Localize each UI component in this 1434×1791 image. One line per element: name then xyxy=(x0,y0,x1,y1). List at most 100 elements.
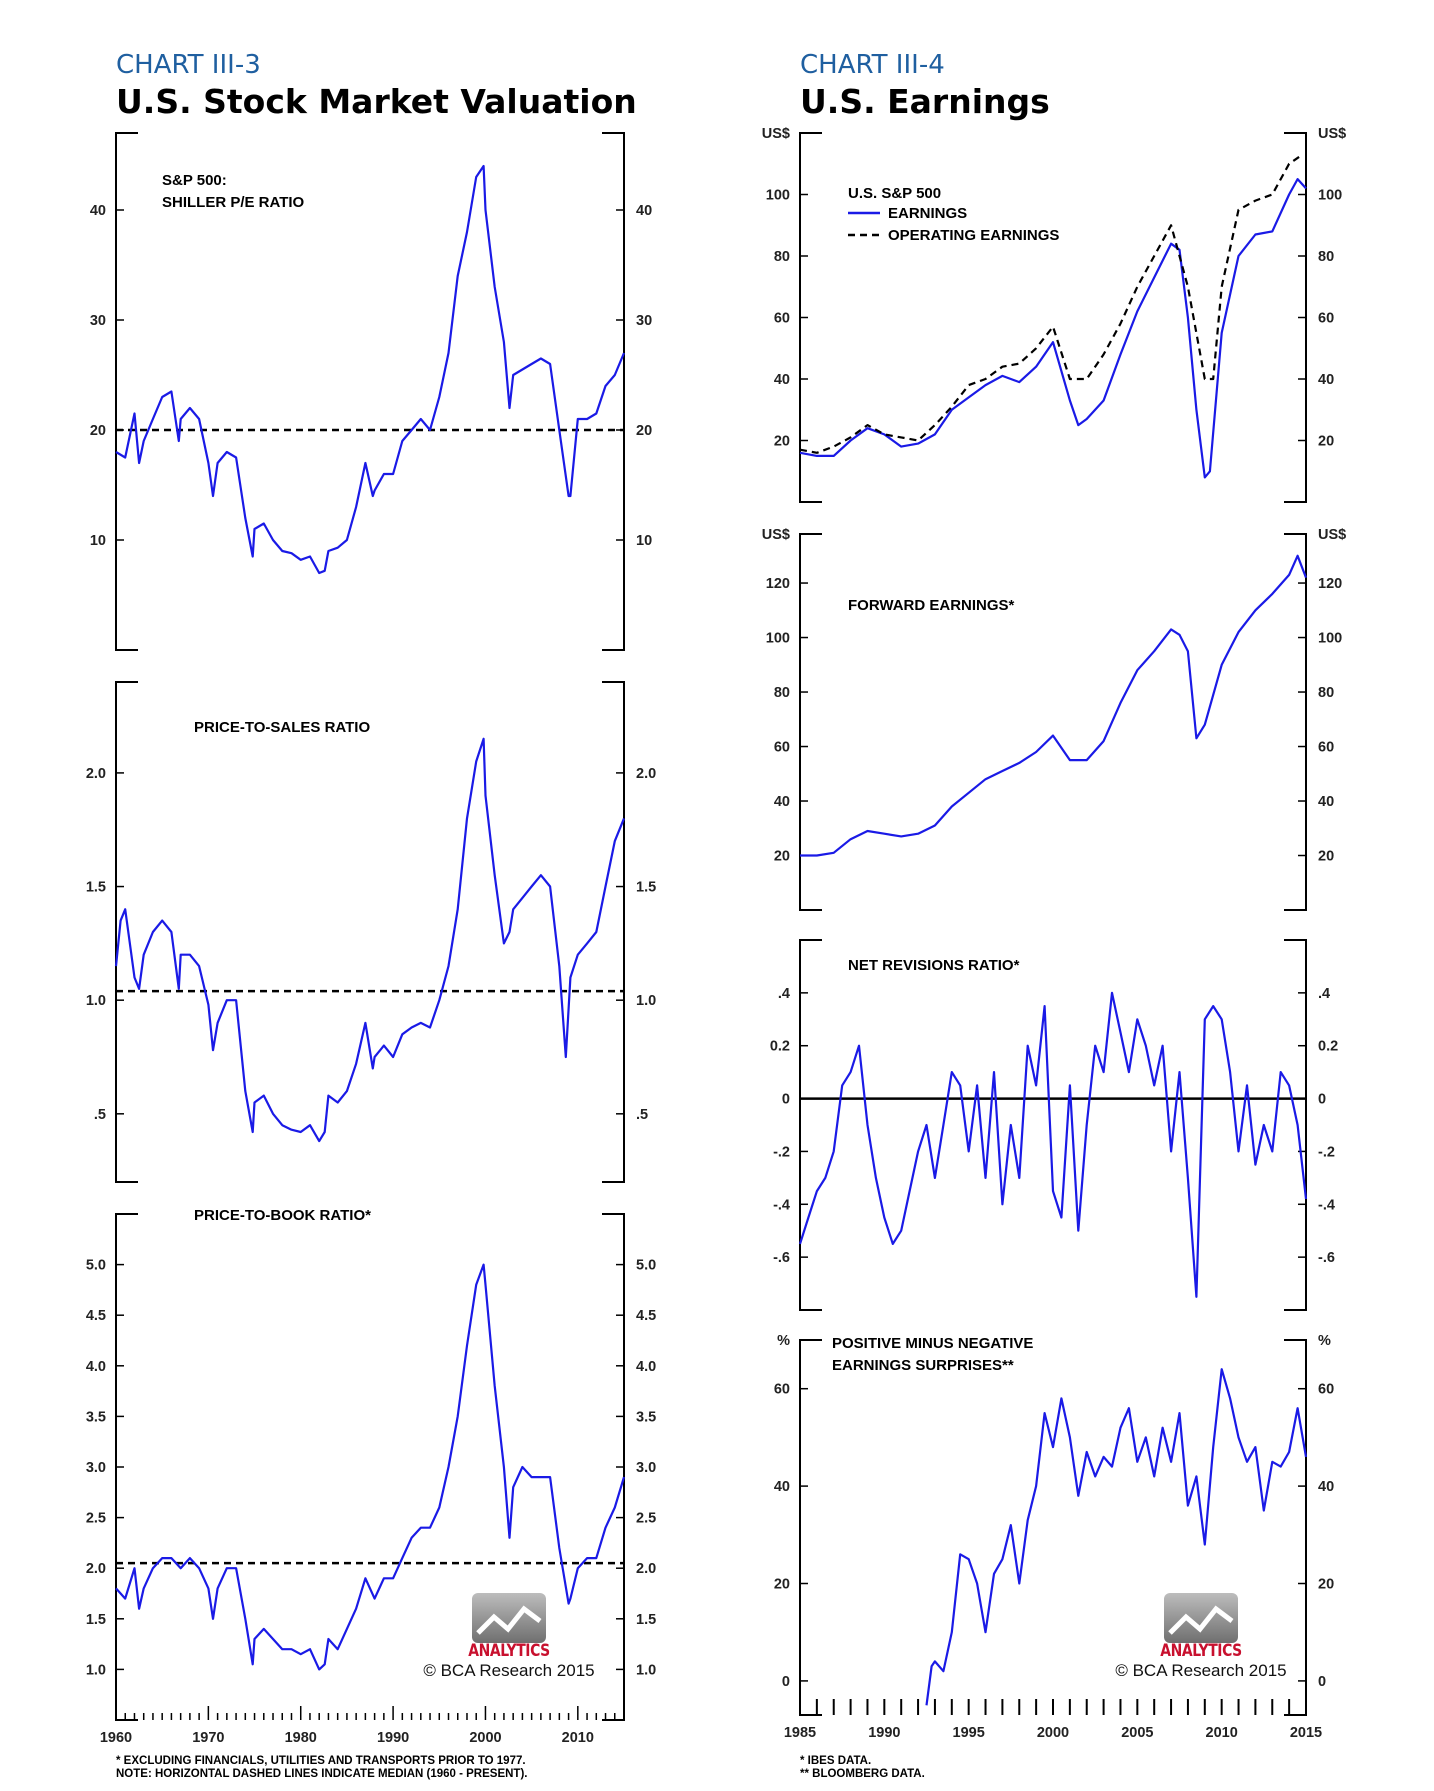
y-tick-label: 40 xyxy=(90,203,106,219)
y-tick-label: 40 xyxy=(1318,372,1334,388)
axis-frame-left xyxy=(115,132,138,651)
y-tick-label: 80 xyxy=(774,685,790,701)
right-chart-title: U.S. Earnings xyxy=(800,82,1050,121)
chart-us_earnings: 20 20 40 40 60 60 80 80 100 100 US$ US$ U.S. S&P 500… xyxy=(762,126,1346,503)
y-tick-label: 100 xyxy=(766,188,790,204)
analytics-chart-icon xyxy=(472,1593,546,1643)
x-tick-label: 2010 xyxy=(562,1730,594,1746)
chart-label: POSITIVE MINUS NEGATIVE xyxy=(832,1335,1033,1352)
chart-forward_earnings: 20 20 40 40 60 60 80 80 100 100 120 120 US$ US$ FORWAR… xyxy=(762,527,1346,911)
left-chart-title: U.S. Stock Market Valuation xyxy=(116,82,637,121)
y-tick-label: 120 xyxy=(766,576,790,592)
x-tick-label: 2000 xyxy=(1037,1725,1069,1741)
legend-label: EARNINGS xyxy=(888,205,967,222)
x-tick-label: 1990 xyxy=(377,1730,409,1746)
axis-frame-left xyxy=(799,533,822,911)
x-tick-label: 1995 xyxy=(953,1725,985,1741)
y-tick-label: 1.5 xyxy=(86,1612,106,1628)
y-tick-label: 4.5 xyxy=(636,1308,656,1324)
y-tick-label: 20 xyxy=(774,849,790,865)
y-tick-label: 0 xyxy=(1318,1674,1326,1690)
chart-label: PRICE-TO-BOOK RATIO* xyxy=(194,1207,371,1224)
y-tick-label: 2.5 xyxy=(636,1511,656,1527)
chart-price_to_sales: .5 .5 1.0 1.0 1.5 1.5 2.0 2.0 PRICE-TO-SALES RAT… xyxy=(86,681,656,1183)
y-tick-label: 20 xyxy=(774,434,790,450)
y-tick-label: 60 xyxy=(774,740,790,756)
x-tick-label: 1985 xyxy=(784,1725,816,1741)
footnote-line: * EXCLUDING FINANCIALS, UTILITIES AND TR… xyxy=(116,1755,526,1767)
chart-label: FORWARD EARNINGS* xyxy=(848,597,1015,614)
y-tick-label: -.6 xyxy=(773,1250,790,1266)
y-tick-label: 4.0 xyxy=(86,1359,106,1375)
y-tick-label: 120 xyxy=(1318,576,1342,592)
y-tick-label: 2.0 xyxy=(86,1561,106,1577)
x-tick-label: 1980 xyxy=(285,1730,317,1746)
unit-label: % xyxy=(777,1333,790,1349)
copyright-text: © BCA Research 2015 xyxy=(423,1661,595,1680)
y-tick-label: 3.0 xyxy=(636,1460,656,1476)
x-tick-label: 1990 xyxy=(868,1725,900,1741)
axis-frame-right xyxy=(1284,533,1307,911)
y-tick-label: 0 xyxy=(1318,1092,1326,1108)
y-tick-label: 2.0 xyxy=(636,1561,656,1577)
y-tick-label: 0 xyxy=(782,1674,790,1690)
chart-label: SHILLER P/E RATIO xyxy=(162,194,305,211)
y-tick-label: 0.2 xyxy=(770,1039,790,1055)
y-tick-label: 20 xyxy=(774,1577,790,1593)
y-tick-label: -.2 xyxy=(773,1144,790,1160)
y-tick-label: 3.5 xyxy=(636,1409,656,1425)
y-tick-label: 3.0 xyxy=(86,1460,106,1476)
y-tick-label: 2.0 xyxy=(86,766,106,782)
y-tick-label: 20 xyxy=(90,423,106,439)
chart-shiller_pe: 10 10 20 20 30 30 40 40 S&P 500: SHILLER P/E RATI… xyxy=(90,132,652,651)
y-tick-label: 30 xyxy=(90,313,106,329)
y-tick-label: 40 xyxy=(1318,1479,1334,1495)
series-line-price_to_sales xyxy=(114,737,626,1143)
unit-label: US$ xyxy=(762,527,790,543)
y-tick-label: 1.0 xyxy=(636,993,656,1009)
y-tick-label: 4.5 xyxy=(86,1308,106,1324)
y-tick-label: 2.0 xyxy=(636,766,656,782)
y-tick-label: .5 xyxy=(636,1107,648,1123)
y-tick-label: 60 xyxy=(774,311,790,327)
y-tick-label: 40 xyxy=(774,794,790,810)
y-tick-label: 20 xyxy=(636,423,652,439)
y-tick-label: 60 xyxy=(1318,740,1334,756)
y-tick-label: 60 xyxy=(1318,1382,1334,1398)
y-tick-label: 30 xyxy=(636,313,652,329)
axis-frame-right xyxy=(1284,939,1307,1311)
series-line-earnings_surprises xyxy=(925,1368,1308,1706)
x-tick-label: 1960 xyxy=(100,1730,132,1746)
y-tick-label: 0.2 xyxy=(1318,1039,1338,1055)
right-chart-number: CHART III-4 xyxy=(800,50,945,80)
y-tick-label: -.2 xyxy=(1318,1144,1335,1160)
y-tick-label: 20 xyxy=(1318,434,1334,450)
series-line-net_revisions xyxy=(798,991,1308,1298)
y-tick-label: 80 xyxy=(1318,685,1334,701)
y-tick-label: 40 xyxy=(1318,794,1334,810)
y-tick-label: 40 xyxy=(774,1479,790,1495)
y-tick-label: 40 xyxy=(774,372,790,388)
y-tick-label: 1.0 xyxy=(86,1662,106,1678)
axis-frame-right xyxy=(602,132,625,651)
axis-frame-left xyxy=(799,1339,822,1716)
y-tick-label: 4.0 xyxy=(636,1359,656,1375)
y-tick-label: .4 xyxy=(1318,986,1330,1002)
unit-label: US$ xyxy=(1318,527,1346,543)
y-tick-label: 40 xyxy=(636,203,652,219)
y-tick-label: 80 xyxy=(774,249,790,265)
y-tick-label: 1.0 xyxy=(636,1662,656,1678)
unit-label: US$ xyxy=(762,126,790,142)
unit-label: % xyxy=(1318,1333,1331,1349)
y-tick-label: 1.5 xyxy=(636,1612,656,1628)
axis-frame-left xyxy=(115,681,138,1183)
analytics-word: ANALYTICS xyxy=(1160,1641,1242,1661)
analytics-chart-icon xyxy=(1164,1593,1238,1643)
axis-frame-right xyxy=(1284,1339,1307,1716)
series-line-shiller_pe xyxy=(115,164,626,575)
y-tick-label: 100 xyxy=(1318,188,1342,204)
x-tick-label: 2015 xyxy=(1290,1725,1322,1741)
footnote-line: NOTE: HORIZONTAL DASHED LINES INDICATE M… xyxy=(116,1768,528,1780)
right-footnotes: * IBES DATA. ** BLOOMBERG DATA. xyxy=(800,1755,925,1781)
y-tick-label: 20 xyxy=(1318,1577,1334,1593)
